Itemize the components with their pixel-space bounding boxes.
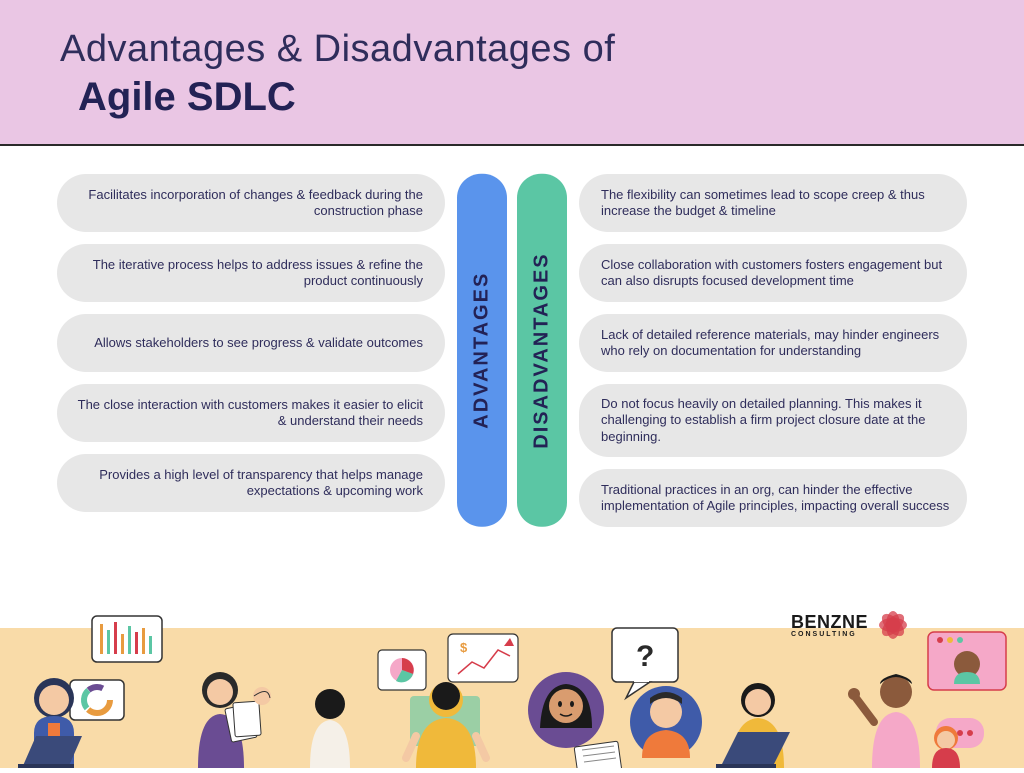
disadvantage-text: Close collaboration with customers foste… (601, 257, 953, 290)
disadvantage-text: Do not focus heavily on detailed plannin… (601, 396, 953, 445)
disadvantage-text: Traditional practices in an org, can hin… (601, 482, 953, 515)
header-title-line2: Agile SDLC (78, 75, 964, 120)
content: Facilitates incorporation of changes & f… (0, 146, 1024, 527)
advantage-item: The close interaction with customers mak… (57, 384, 445, 442)
advantage-text: Allows stakeholders to see progress & va… (71, 335, 423, 351)
advantage-item: Allows stakeholders to see progress & va… (57, 314, 445, 372)
advantage-text: The close interaction with customers mak… (71, 397, 423, 430)
advantage-item: Facilitates incorporation of changes & f… (57, 174, 445, 232)
disadvantage-item: Close collaboration with customers foste… (579, 244, 967, 302)
advantages-label: ADVANTAGES (457, 174, 507, 527)
advantage-item: The iterative process helps to address i… (57, 244, 445, 302)
header-title-line1: Advantages & Disadvantages of (60, 28, 964, 71)
disadvantage-item: The flexibility can sometimes lead to sc… (579, 174, 967, 232)
advantage-text: The iterative process helps to address i… (71, 257, 423, 290)
disadvantage-text: Lack of detailed reference materials, ma… (601, 327, 953, 360)
disadvantage-item: Traditional practices in an org, can hin… (579, 469, 967, 527)
disadvantages-label: DISADVANTAGES (517, 174, 567, 527)
disadvantages-column: The flexibility can sometimes lead to sc… (579, 174, 967, 527)
disadvantage-text: The flexibility can sometimes lead to sc… (601, 187, 953, 220)
brand-logo: BENZNE CONSULTING (791, 606, 912, 644)
advantage-text: Facilitates incorporation of changes & f… (71, 187, 423, 220)
svg-text:?: ? (636, 640, 654, 673)
flower-icon (874, 606, 912, 644)
disadvantage-item: Lack of detailed reference materials, ma… (579, 314, 967, 372)
advantages-column: Facilitates incorporation of changes & f… (57, 174, 445, 527)
advantage-item: Provides a high level of transparency th… (57, 454, 445, 512)
header: Advantages & Disadvantages of Agile SDLC (0, 0, 1024, 146)
svg-text:$: $ (460, 640, 468, 655)
brand-name: BENZNE (791, 612, 868, 632)
disadvantage-item: Do not focus heavily on detailed plannin… (579, 384, 967, 457)
brand-sub: CONSULTING (791, 631, 868, 638)
advantage-text: Provides a high level of transparency th… (71, 467, 423, 500)
center-labels: ADVANTAGES DISADVANTAGES (457, 174, 567, 527)
